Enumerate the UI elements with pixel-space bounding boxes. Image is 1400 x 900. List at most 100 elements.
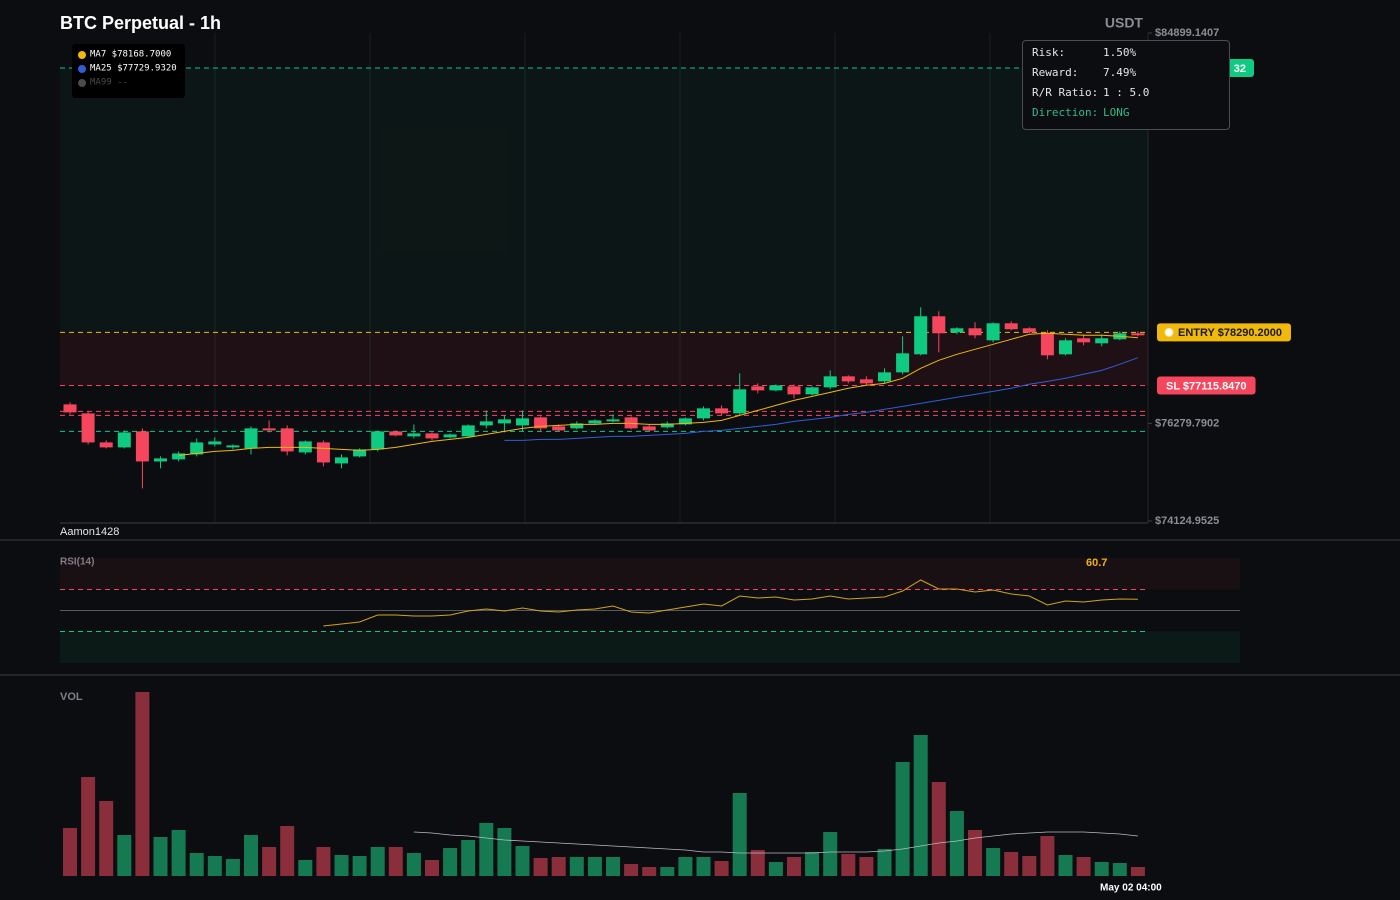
candle-body [859,379,873,384]
volume-bar [443,848,458,876]
y-tick-label: $84899.1407 [1155,27,1219,39]
volume-bar [370,847,385,876]
candle-body [552,426,566,431]
legend-dot [78,79,86,87]
volume-bar [189,853,204,876]
volume-bar [497,828,512,876]
candle-body [262,428,276,431]
x-tick-label: May 02 04:00 [1100,883,1162,894]
candle-body [968,328,982,336]
volume-bar [1040,836,1055,876]
volume-bar [334,855,349,876]
badge-label: ENTRY $78290.2000 [1178,327,1282,339]
volume-bar [931,782,946,876]
volume-bar [859,857,874,876]
chart-title: BTC Perpetual - 1h [60,13,221,33]
volume-bar [877,849,892,876]
volume-bar [1094,862,1109,876]
candle-body [63,404,77,413]
candle-body [570,423,584,429]
volume-bar [1130,867,1145,876]
level-badge: SL $77115.8470 [1157,376,1256,395]
volume-bar [1058,855,1073,876]
candle-body [715,408,729,414]
y-tick-label: $74124.9525 [1155,515,1219,527]
volume-bar [352,856,367,876]
candle-body [1077,338,1091,343]
risk-row: Risk: 1.50% [1032,46,1229,66]
volume-bar [551,857,566,876]
volume-bar [660,867,675,876]
candle-body [606,419,620,422]
candle-body [878,372,891,382]
candle-body [769,385,783,391]
volume-bar [587,857,602,876]
candle-body [353,449,367,457]
risk-value: 1 : 5.0 [1103,86,1150,99]
volume-bar [316,847,331,876]
volume-bar [569,857,584,876]
candle-body [335,457,348,464]
volume-bar [841,854,856,876]
volume-bar [171,830,186,876]
candle-body [208,441,222,445]
candle-body [1004,323,1018,330]
candle-body [1131,333,1145,336]
candle-body [678,418,692,425]
badge-label: SL $77115.8470 [1166,380,1247,392]
badge-bg [1157,376,1256,395]
volume-bar [153,837,168,876]
risk-label: R/R Ratio: [1032,86,1099,99]
badge-label: 32 [1234,63,1246,75]
risk-label: Risk: [1032,46,1066,59]
volume-bar [1004,852,1019,876]
volume-bar [895,762,910,876]
volume-bar [732,793,747,876]
risk-panel: Risk: 1.50% Reward: 7.49% R/R Ratio: 1 : 5.… [1022,40,1230,130]
candle-body [99,442,113,448]
candle-body [823,376,837,388]
level-badge: ENTRY $78290.2000 [1157,323,1291,342]
candle-body [190,442,204,455]
risk-value: 7.49% [1103,66,1137,79]
candle-body [516,418,529,426]
candle-body [280,428,294,452]
risk-value: 1.50% [1103,46,1137,59]
volume-bar [642,867,657,876]
candle-body [81,413,95,443]
volume-bar [117,835,132,876]
candle-body [950,328,964,333]
loss-zone [60,332,1148,386]
volume-bar [298,860,313,876]
legend-label: MA7 $78168.7000 [90,50,171,60]
candle-body [407,433,421,437]
volume-bar [99,801,114,876]
risk-label: Direction: [1032,106,1099,119]
legend-label: MA25 $77729.9320 [90,64,177,74]
candle-body [497,419,511,424]
volume-bar [1076,857,1091,876]
volume-bar [533,858,548,876]
candle-body [660,423,674,428]
candle-body [751,386,765,391]
volume-bar [913,735,928,876]
volume-bar [262,847,277,876]
volume-bar [479,823,494,876]
candle-body [117,432,131,448]
candle-body [841,376,855,382]
risk-label: Reward: [1032,66,1079,79]
volume-ma [413,831,1138,854]
y-tick-label: $76279.7902 [1155,417,1219,429]
candle-body [805,387,819,395]
volume-bar [986,848,1001,876]
volume-bar [678,857,693,876]
volume-bar [244,835,258,876]
candle-body [697,408,710,419]
candle-body [226,445,240,448]
rsi-title: RSI(14) [60,557,94,568]
candle-body [244,428,258,449]
candle-body [135,431,149,462]
volume-bar [624,864,639,876]
ma-line [178,332,1138,456]
